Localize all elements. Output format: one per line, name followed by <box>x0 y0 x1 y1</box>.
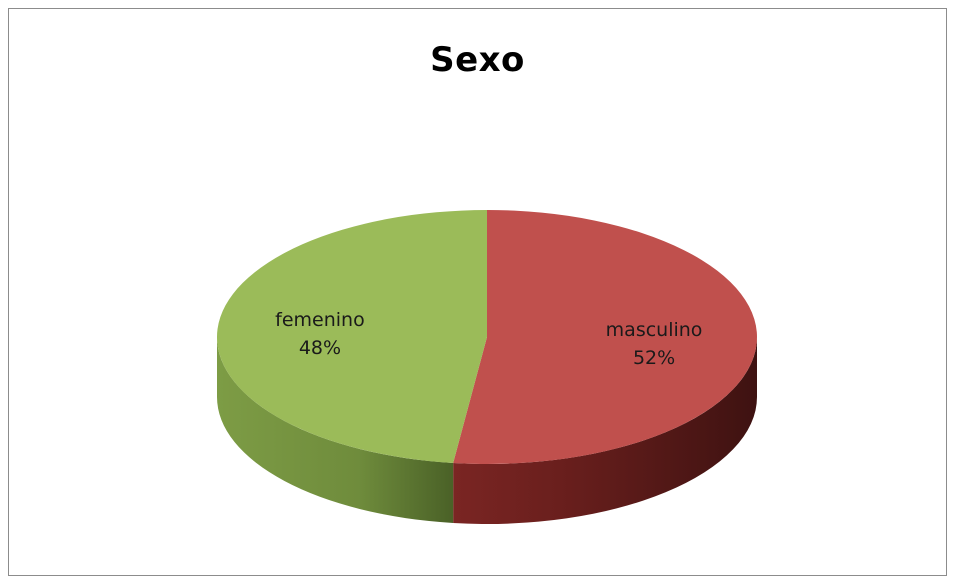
slice-value-masculino: 52% <box>633 347 675 369</box>
pie-side-femenino <box>216 337 454 523</box>
pie-slice-femenino <box>216 210 487 463</box>
slice-label-femenino: femenino <box>275 309 365 331</box>
pie-side-masculino <box>453 337 757 525</box>
pie-slice-masculino <box>453 210 757 465</box>
chart-title: Sexo <box>430 40 525 80</box>
slice-label-masculino: masculino <box>606 319 703 341</box>
slice-value-femenino: 48% <box>299 337 341 359</box>
